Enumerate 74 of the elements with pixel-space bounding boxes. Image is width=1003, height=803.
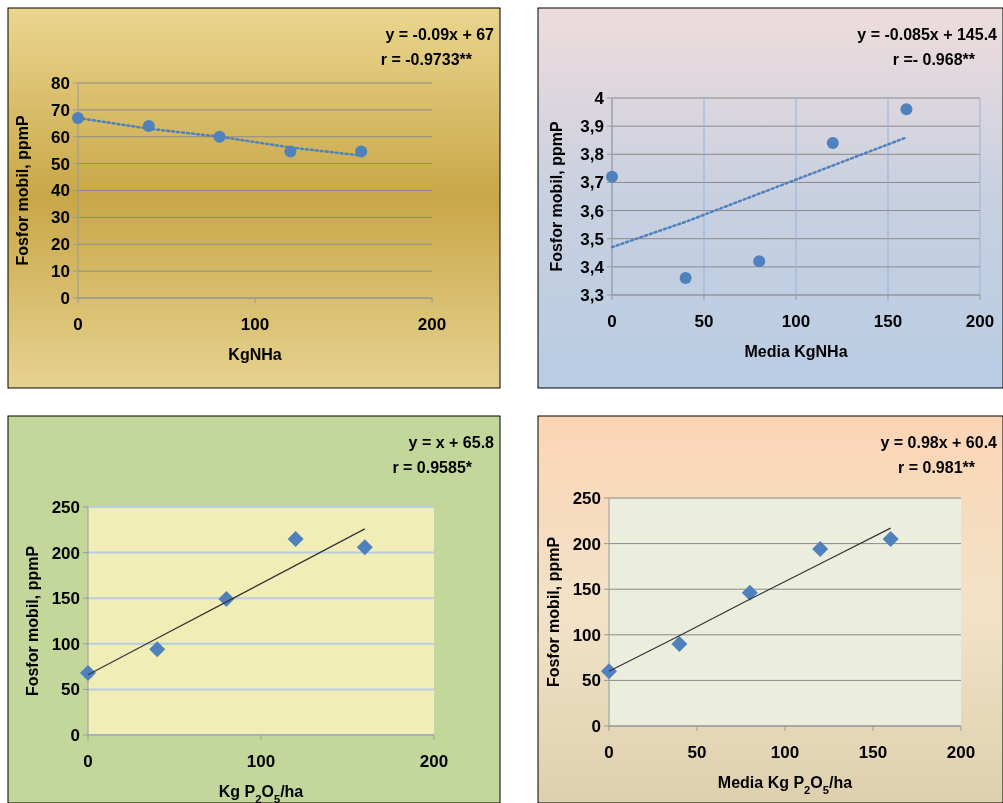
point — [149, 641, 166, 658]
point — [900, 103, 913, 116]
x-tick-label: 150 — [858, 743, 888, 762]
y-tick-label: 3,6 — [580, 201, 604, 221]
x-tick-label: 0 — [83, 752, 93, 771]
point — [826, 137, 839, 150]
x-tick-label: 150 — [873, 312, 903, 331]
y-axis-title: Fosfor mobil, ppmP — [545, 536, 562, 688]
y-tick-label: 200 — [572, 534, 601, 554]
x-tick-label: 50 — [694, 312, 714, 331]
x-tick-label: 50 — [687, 743, 707, 762]
y-tick-label: 3,5 — [580, 229, 604, 249]
y-tick-label: 3,8 — [580, 145, 604, 165]
y-tick-label: 3,3 — [580, 285, 604, 305]
y-axis-title: Fosfor mobil, ppmP — [24, 545, 41, 697]
y-tick-label: 100 — [572, 625, 601, 645]
y-tick-label: 0 — [60, 288, 70, 308]
text: y = 0.98x + 60.4 — [880, 434, 998, 451]
y-tick-label: 40 — [51, 181, 70, 201]
x-axis-title: KgNHa — [228, 346, 282, 363]
y-tick-label: 3,4 — [580, 257, 605, 277]
y-tick-label: 250 — [51, 497, 80, 517]
y-tick-label: 250 — [572, 488, 601, 508]
y-tick-label: 0 — [591, 716, 601, 736]
point — [753, 255, 766, 268]
point — [812, 541, 829, 558]
point — [679, 272, 692, 285]
point — [741, 584, 758, 601]
y-axis-title: Fosfor mobil, ppmP — [548, 121, 565, 272]
y-tick-label: 60 — [51, 127, 70, 147]
y-tick-label: 70 — [51, 100, 70, 120]
y-tick-label: 200 — [51, 543, 80, 563]
y-tick-label: 50 — [51, 154, 70, 174]
x-tick-label: 100 — [781, 312, 811, 331]
y-tick-label: 3,9 — [580, 117, 604, 137]
point — [80, 664, 96, 681]
point — [671, 635, 688, 652]
y-tick-label: 150 — [572, 580, 601, 600]
y-tick-label: 80 — [51, 73, 70, 93]
text: r = 0.9585* — [392, 459, 473, 476]
x-tick-label: 200 — [965, 312, 995, 331]
x-axis-title: Media Kg P$_{2}$O$_{5}$/ha — [717, 774, 853, 796]
x-tick-label: 0 — [607, 312, 617, 331]
y-tick-label: 100 — [51, 634, 80, 654]
text: r = 0.981** — [898, 459, 976, 476]
y-tick-label: 30 — [51, 208, 70, 228]
text: r = -0.9733** — [380, 51, 473, 68]
text: y = -0.09x + 67 — [385, 26, 495, 43]
y-tick-label: 0 — [70, 725, 80, 745]
text: y = x + 65.8 — [408, 434, 495, 451]
point — [606, 170, 618, 183]
x-axis-title: Media KgNHa — [744, 343, 848, 360]
x-tick-label: 100 — [246, 752, 276, 771]
x-axis-title: Kg P$_{2}$O$_{5}$/ha — [218, 783, 304, 803]
y-tick-label: 4 — [594, 88, 605, 108]
x-tick-label: 100 — [770, 743, 800, 762]
y-tick-label: 50 — [582, 671, 601, 691]
x-tick-label: 100 — [240, 315, 270, 334]
x-tick-label: 200 — [417, 315, 447, 334]
x-tick-label: 200 — [419, 752, 449, 771]
y-axis-title: Fosfor mobil, ppmP — [14, 115, 31, 266]
text: r =- 0.968** — [892, 51, 976, 68]
y-tick-label: 150 — [51, 589, 80, 609]
point — [882, 531, 899, 548]
y-tick-label: 50 — [61, 680, 80, 700]
text: y = -0.085x + 145.4 — [857, 26, 998, 43]
line-series — [610, 136, 908, 249]
y-tick-label: 10 — [51, 262, 70, 282]
x-tick-label: 200 — [946, 743, 976, 762]
y-tick-label: 20 — [51, 235, 70, 255]
point — [356, 539, 373, 556]
point — [601, 663, 617, 680]
point — [287, 530, 304, 547]
y-tick-label: 3,7 — [580, 173, 604, 193]
